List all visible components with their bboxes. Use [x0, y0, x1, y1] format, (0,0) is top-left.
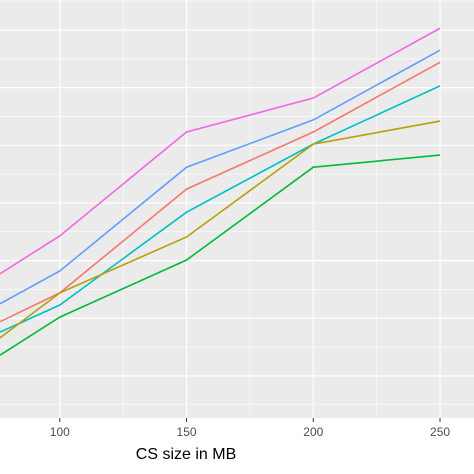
series-line [0, 154, 441, 356]
x-tick-label: 200 [303, 425, 323, 439]
x-tick-label: 150 [177, 425, 197, 439]
series-line [0, 61, 441, 323]
x-axis-title: CS size in MB [136, 446, 236, 463]
series-line [0, 120, 441, 339]
series-line [0, 27, 441, 275]
x-tick-label: 100 [50, 425, 70, 439]
x-tick-label: 250 [430, 425, 450, 439]
plot-lines [0, 27, 441, 356]
panel [0, 0, 474, 418]
series-line [0, 49, 441, 305]
series-line [0, 85, 441, 333]
